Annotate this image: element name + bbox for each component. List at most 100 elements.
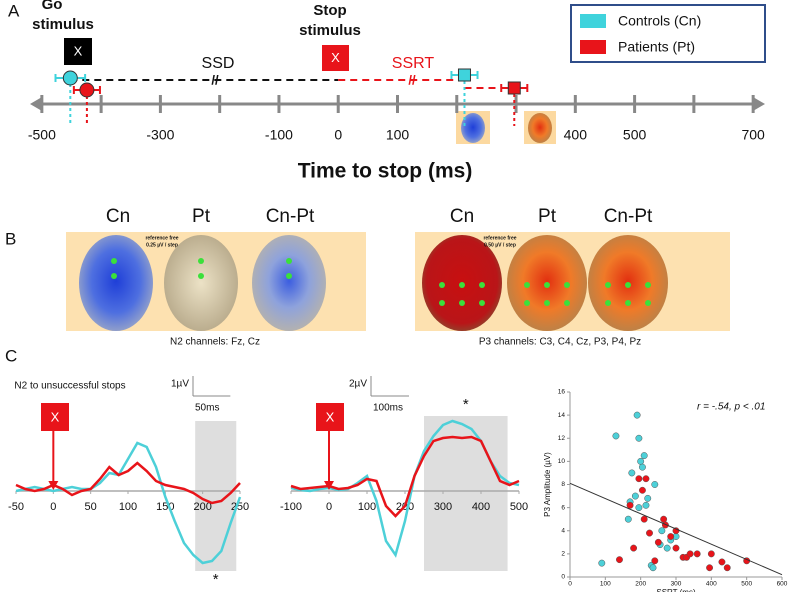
map-label: Pt [192,206,211,227]
scatter-point [633,411,641,419]
y-tick-label: 8 [561,481,565,488]
x-tick-label: 100 [600,581,611,588]
go-icon-text: X [74,43,83,58]
stat-annotation: r = -.54, p < .01 [697,402,765,413]
x-tick-label: 250 [231,501,249,513]
head-map [164,235,238,331]
head-thumb [528,113,552,143]
scatter-point [686,550,694,558]
scatter-point [635,434,643,442]
x-tick-label: 100 [358,501,376,513]
go-marker [62,70,78,86]
scatter-point [626,501,634,509]
scatter-point [658,527,666,535]
x-tick-label: 300 [671,581,682,588]
scalebar-label: 100ms [373,403,403,414]
stop-label: stimulus [299,22,361,39]
panel-label: C [5,346,17,365]
legend-label: Controls (Cn) [618,13,701,29]
y-tick-label: 4 [561,527,565,534]
significance: * [463,396,469,413]
scatter-point [616,556,623,564]
stop-icon [322,45,349,71]
scatter-point [646,529,653,537]
scatter-point [624,515,632,523]
scatter-point [642,501,650,509]
map-label: Pt [538,206,557,227]
x-tick-label: 500 [510,501,528,513]
scatter-point [672,544,680,552]
x-tick-label: 500 [623,127,647,143]
highlight [195,421,237,571]
stop-label: Stop [313,2,346,19]
x-tick-label: -500 [28,127,56,143]
erp-line [15,441,242,565]
y-tick-label: 2 [561,551,565,558]
y-tick-label: 14 [558,412,566,419]
scatter-point [654,538,662,546]
x-tick-label: 500 [741,581,752,588]
x-tick-label: 200 [635,581,646,588]
ssrt-label: SSRT [392,55,435,72]
map-note: 0.25 µV / step [146,242,178,248]
x-axis-title: SSRT (ms) [656,588,696,592]
map-note: reference free [483,235,516,241]
legend: Controls (Cn) Patients (Pt) [570,4,766,63]
scalebar-label: 50ms [195,403,219,414]
fit-line [569,482,783,576]
go-label: Go [42,0,63,13]
stop-marker [507,81,521,95]
map-label: Cn [106,206,130,227]
scatter-point [693,550,701,558]
panel-label: B [5,229,16,248]
scatter-point [706,564,714,572]
scatter-point [640,515,648,523]
stop-icon [316,403,344,431]
scatter-point [637,457,645,465]
scatter-point [630,544,638,552]
x-axis-title: Time to stop (ms) [298,160,473,183]
scatter-point [723,564,731,572]
scatter-point [642,475,650,483]
scatter-point [707,550,715,558]
go-marker [79,82,95,98]
scatter-point [644,494,652,502]
axis-arrow [30,97,42,111]
x-tick-label: -50 [8,501,24,513]
scatter-point [628,469,636,477]
scatter-point [651,557,659,565]
timeline-icons: X X // // [64,38,556,144]
scatter-point [631,492,639,500]
electrodes [111,258,651,306]
y-tick-label: 12 [558,435,566,442]
topo-maps [66,232,730,331]
map-label: Cn-Pt [604,206,653,227]
scatter-point [638,463,646,471]
x-tick-label: -100 [280,501,302,513]
scatter-point [635,504,643,512]
legend-swatch [580,14,606,28]
map-label: Cn [450,206,474,227]
x-tick-label: 0 [568,581,572,588]
go-label: stimulus [32,16,94,33]
y-tick-label: 0 [561,574,565,581]
scatter-point [667,533,675,540]
scatter-point [612,432,620,440]
head-thumb [461,113,485,143]
head-map [79,235,153,331]
x-tick-label: 50 [85,501,97,513]
stop-icon-text: X [331,50,340,65]
x-tick-label: 0 [50,501,56,513]
ssd-label: SSD [202,55,235,72]
scatter-point [663,544,671,552]
legend-swatch [580,40,606,54]
scatter-point [598,559,606,567]
highlight [424,416,508,571]
stop-icon [41,403,69,431]
scatter-point [640,452,648,460]
x-tick-label: 200 [193,501,211,513]
x-tick-label: 0 [326,501,332,513]
x-tick-label: 300 [434,501,452,513]
